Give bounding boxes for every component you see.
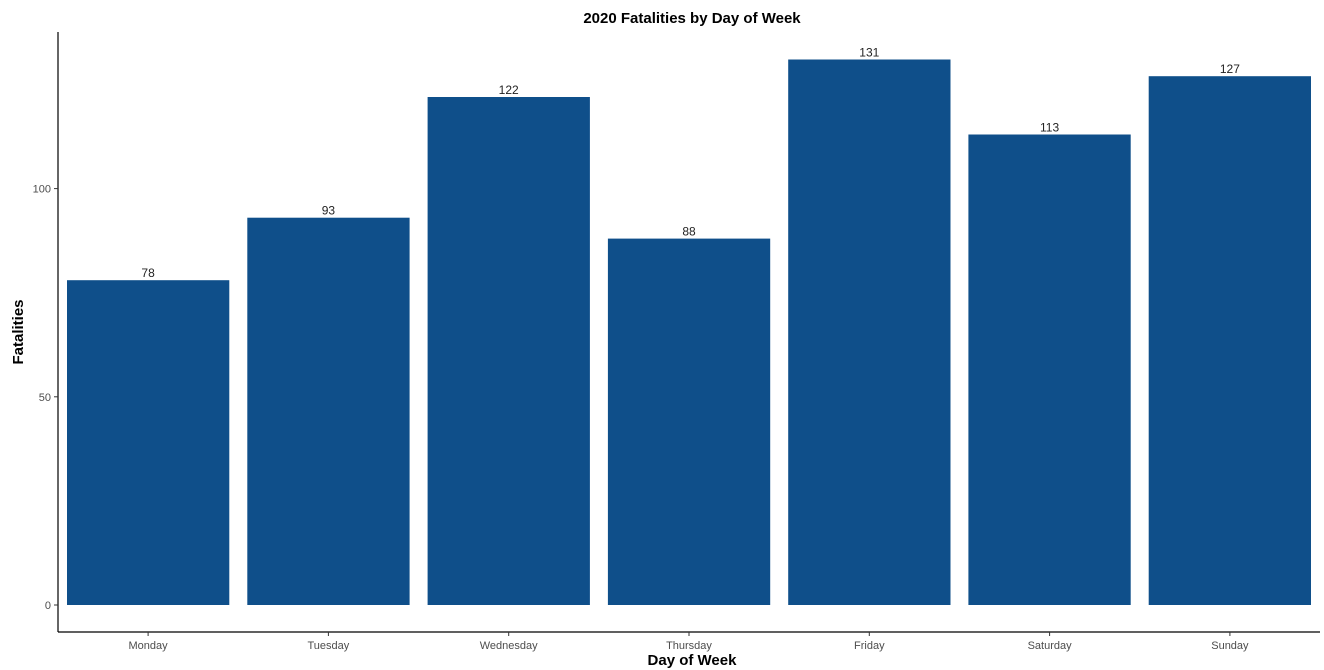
data-label-saturday: 113 [1040,121,1059,135]
x-tick-label-saturday: Saturday [1028,640,1073,652]
bars-group [67,59,1311,605]
y-tick-label-0: 0 [45,600,51,612]
bar-thursday [607,238,771,605]
x-axis-title: Day of Week [648,652,738,669]
x-tick-label-friday: Friday [854,640,885,652]
bar-sunday [1148,76,1311,605]
bar-friday [788,59,951,605]
x-tick-label-sunday: Sunday [1211,640,1249,652]
chart-title: 2020 Fatalities by Day of Week [583,10,801,27]
y-axis-title: Fatalities [10,299,27,364]
x-ticks-group: Monday Tuesday Wednesday Thursday Friday Satu… [129,632,1249,652]
x-tick-label-wednesday: Wednesday [480,640,538,652]
data-labels-group: 78 93 122 88 131 113 127 [141,46,1240,281]
x-tick-label-tuesday: Tuesday [308,640,350,652]
bar-saturday [968,134,1131,605]
y-tick-label-100: 100 [33,184,51,196]
data-label-friday: 131 [859,46,879,60]
bar-wednesday [427,97,590,605]
data-label-monday: 78 [141,266,155,280]
data-label-tuesday: 93 [322,204,336,218]
y-ticks-group: 0 50 100 [33,184,58,612]
bar-tuesday [247,217,410,605]
bar-monday [67,280,230,605]
data-label-wednesday: 122 [499,83,519,97]
data-label-sunday: 127 [1220,62,1240,76]
x-tick-label-monday: Monday [129,640,169,652]
data-label-thursday: 88 [682,225,696,239]
x-tick-label-thursday: Thursday [666,640,712,652]
y-tick-label-50: 50 [39,392,51,404]
